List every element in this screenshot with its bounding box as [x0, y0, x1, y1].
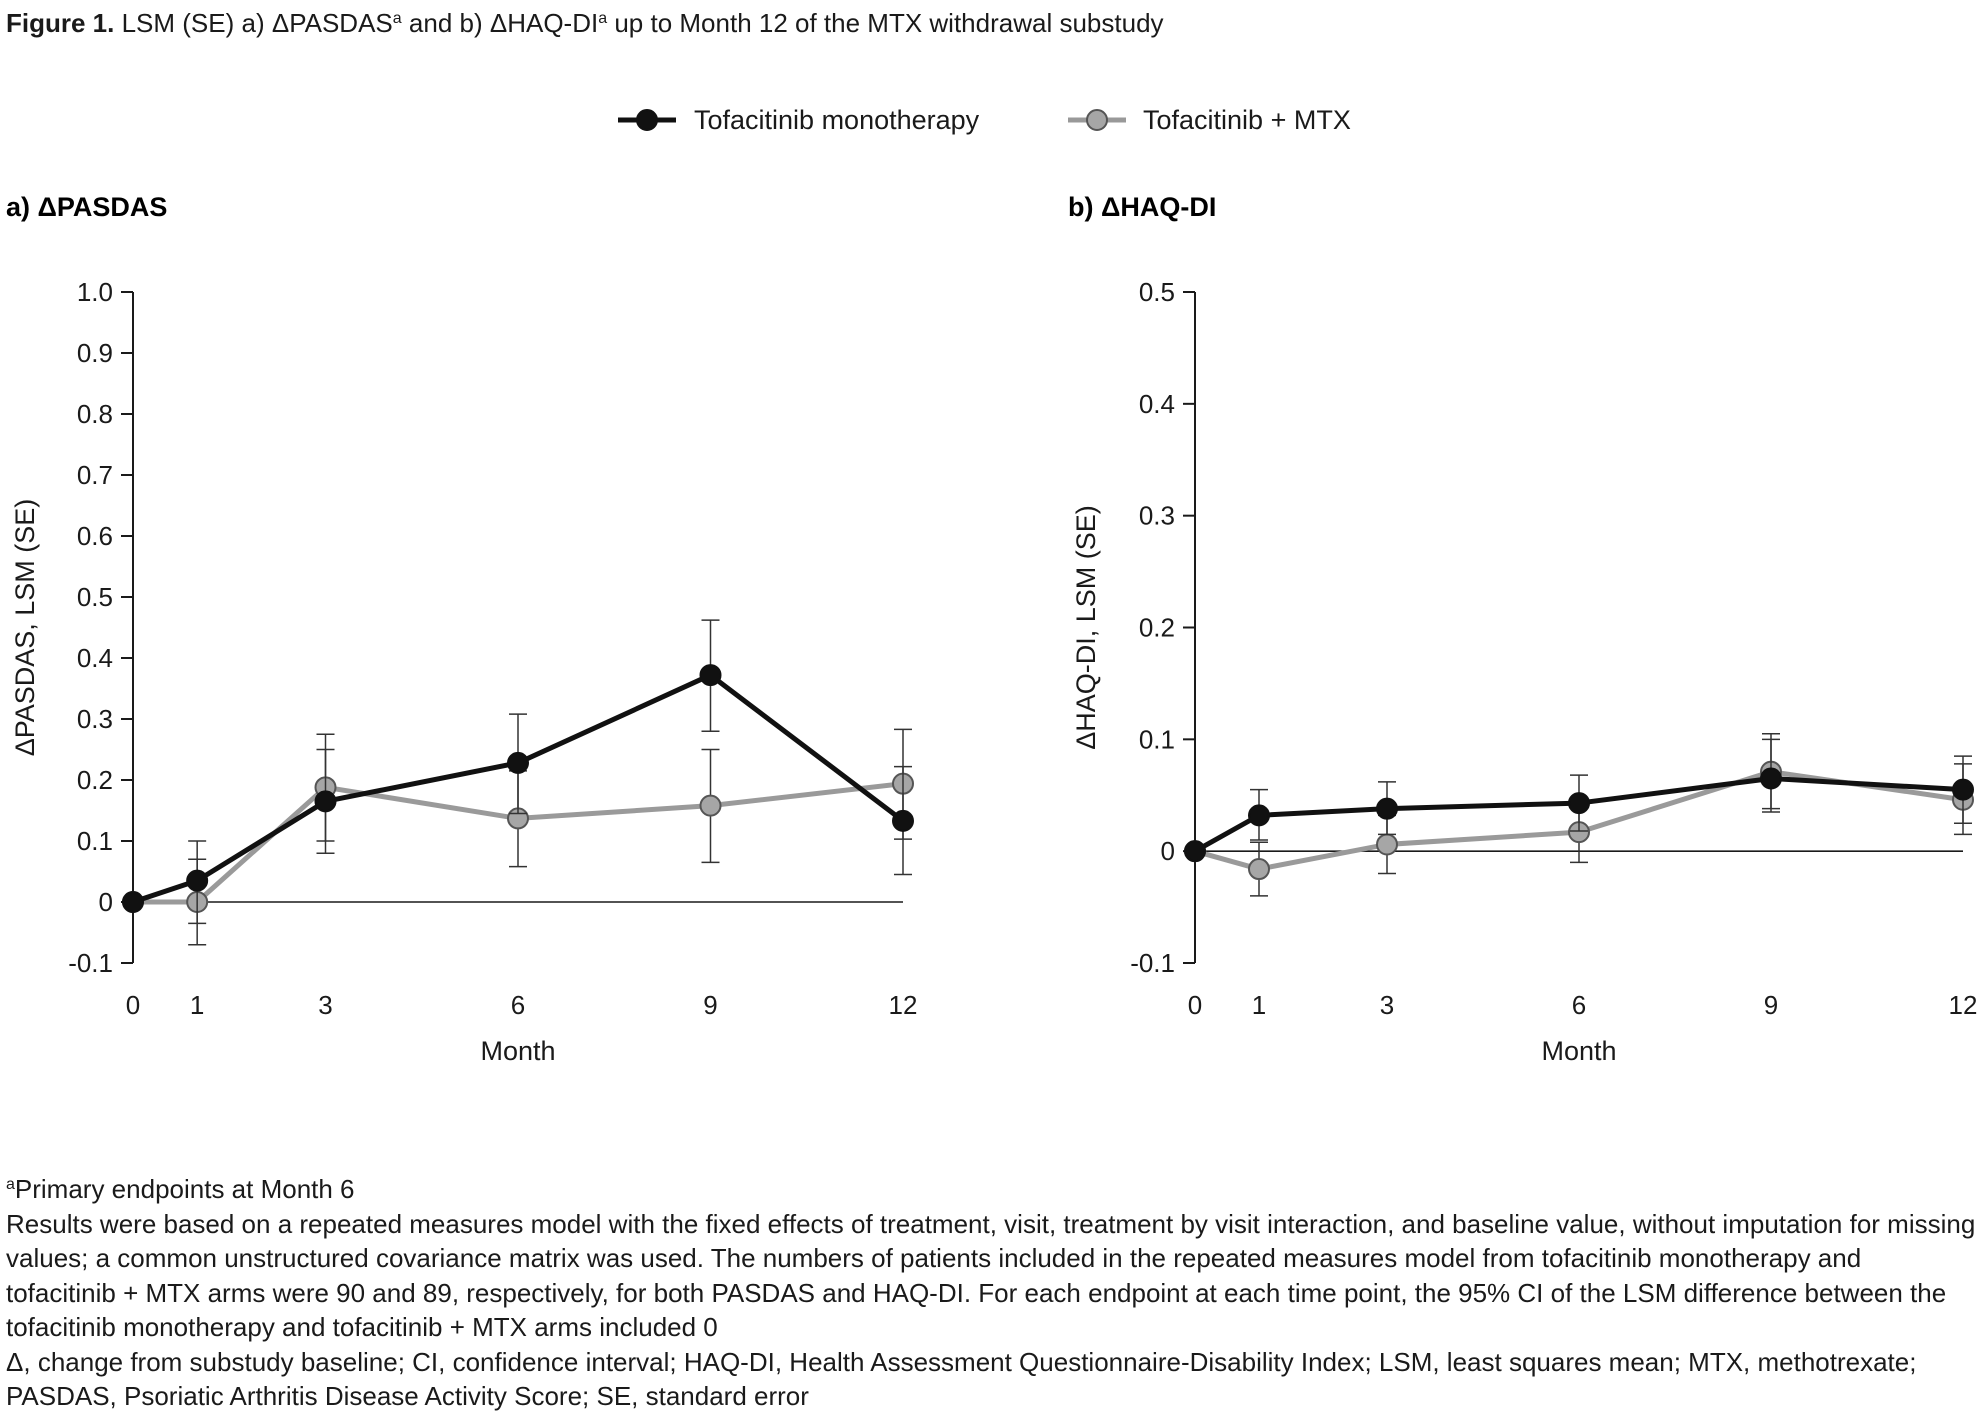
x-tick-label: 6 — [1572, 990, 1586, 1020]
series-line — [1193, 775, 1964, 854]
series-tofacitinib-monotherapy — [122, 619, 914, 925]
figure-title-superscript-2: a — [598, 10, 608, 27]
legend-label: Tofacitinib monotherapy — [694, 105, 980, 135]
data-point — [1248, 858, 1270, 881]
y-tick-label: 0.9 — [77, 338, 113, 368]
y-tick-label: 0.5 — [77, 582, 113, 612]
y-axis-title: ΔPASDAS, LSM (SE) — [10, 499, 40, 757]
data-point — [1760, 767, 1782, 790]
figure-number: Figure 1. — [6, 8, 115, 38]
data-point — [1568, 792, 1590, 815]
x-axis-title: Month — [480, 1036, 555, 1066]
data-point — [186, 869, 209, 892]
x-tick-label: 3 — [1380, 990, 1394, 1020]
y-tick-label: -0.1 — [68, 948, 113, 978]
data-point — [892, 809, 914, 832]
x-tick-label: 0 — [1188, 990, 1202, 1020]
y-tick-label: 0.1 — [77, 826, 113, 856]
data-point — [699, 794, 722, 817]
legend: Tofacitinib monotherapy Tofacitinib + MTX — [618, 105, 1351, 135]
y-tick-label: 0.8 — [77, 399, 113, 429]
y-tick-label: 0 — [99, 887, 113, 917]
data-point — [1376, 797, 1398, 820]
x-tick-label: 3 — [318, 990, 332, 1020]
chart-area: Tofacitinib monotherapy Tofacitinib + MTX… — [6, 105, 1977, 1066]
x-tick-label: 1 — [190, 990, 204, 1020]
legend-item-tofacitinib-mtx: Tofacitinib + MTX — [1068, 105, 1351, 135]
footnote-methods: Results were based on a repeated measure… — [6, 1208, 1976, 1343]
footnote-a-text: Primary endpoints at Month 6 — [14, 1174, 355, 1204]
figure-title-part1: LSM (SE) a) ΔPASDAS — [114, 8, 393, 38]
y-axis-title: ΔHAQ-DI, LSM (SE) — [1071, 505, 1101, 750]
figure-title-superscript-1: a — [392, 10, 402, 27]
y-tick-label: 0.5 — [1139, 277, 1175, 307]
y-tick-label: 0.4 — [77, 643, 113, 673]
data-point — [1248, 804, 1270, 827]
x-tick-label: 6 — [511, 990, 525, 1020]
legend-item-tofacitinib-monotherapy: Tofacitinib monotherapy — [618, 105, 980, 135]
footnote-abbreviations: Δ, change from substudy baseline; CI, co… — [6, 1346, 1917, 1412]
legend-label: Tofacitinib + MTX — [1143, 105, 1351, 135]
panel-pasdas: a) ΔPASDAS 1.0 0.9 0.8 0.7 0.6 0.5 0.4 0.3 0.2 0.1… — [6, 192, 917, 1066]
figure-title: Figure 1. LSM (SE) a) ΔPASDASa and b) ΔH… — [6, 2, 1164, 40]
y-tick-label: 0.2 — [1139, 613, 1175, 643]
figure-title-part3: up to Month 12 of the MTX withdrawal sub… — [607, 8, 1164, 38]
y-tick-label: 0.1 — [1139, 724, 1175, 754]
y-tick-label: 0.7 — [77, 460, 113, 490]
data-point — [1952, 778, 1974, 801]
x-tick-label: 9 — [703, 990, 717, 1020]
figure-title-part2: and b) ΔHAQ-DI — [401, 8, 599, 38]
y-tick-label: 0.6 — [77, 521, 113, 551]
data-point — [507, 751, 529, 774]
y-tick-label: 0.3 — [77, 704, 113, 734]
footnote-a: aPrimary endpoints at Month 6 — [6, 1168, 1976, 1207]
x-axis-title: Month — [1541, 1036, 1616, 1066]
series-line — [1194, 769, 1964, 872]
footnote-a-marker: a — [6, 1176, 15, 1193]
series-tofacitinib-monotherapy — [1184, 738, 1974, 863]
data-point — [1184, 840, 1206, 863]
data-point — [122, 891, 144, 913]
y-tick-label: 0 — [1161, 836, 1175, 866]
y-tick-label: 0.2 — [77, 765, 113, 795]
data-point — [314, 790, 337, 813]
panel-title: a) ΔPASDAS — [6, 192, 167, 222]
y-tick-label: 0.4 — [1139, 389, 1175, 419]
y-tick-label: 0.3 — [1139, 501, 1175, 531]
legend-marker — [1086, 109, 1108, 131]
x-tick-label: 12 — [1949, 990, 1978, 1020]
x-tick-label: 0 — [126, 990, 140, 1020]
x-tick-label: 12 — [889, 990, 918, 1020]
panel-title: b) ΔHAQ-DI — [1068, 192, 1216, 222]
x-tick-label: 1 — [1252, 990, 1266, 1020]
data-point — [1376, 833, 1398, 856]
y-tick-label: -0.1 — [1130, 948, 1175, 978]
x-tick-label: 9 — [1764, 990, 1778, 1020]
panel-haq-di: b) ΔHAQ-DI 0.5 0.4 0.3 0.2 0.1 0 -0.1 0 1 3 6 9 12 Mon… — [1068, 192, 1977, 1066]
y-tick-label: 1.0 — [77, 277, 113, 307]
footnotes: aPrimary endpoints at Month 6 Results we… — [6, 1168, 1976, 1414]
data-point — [699, 664, 722, 687]
series-line — [132, 672, 905, 905]
legend-marker — [636, 109, 658, 131]
